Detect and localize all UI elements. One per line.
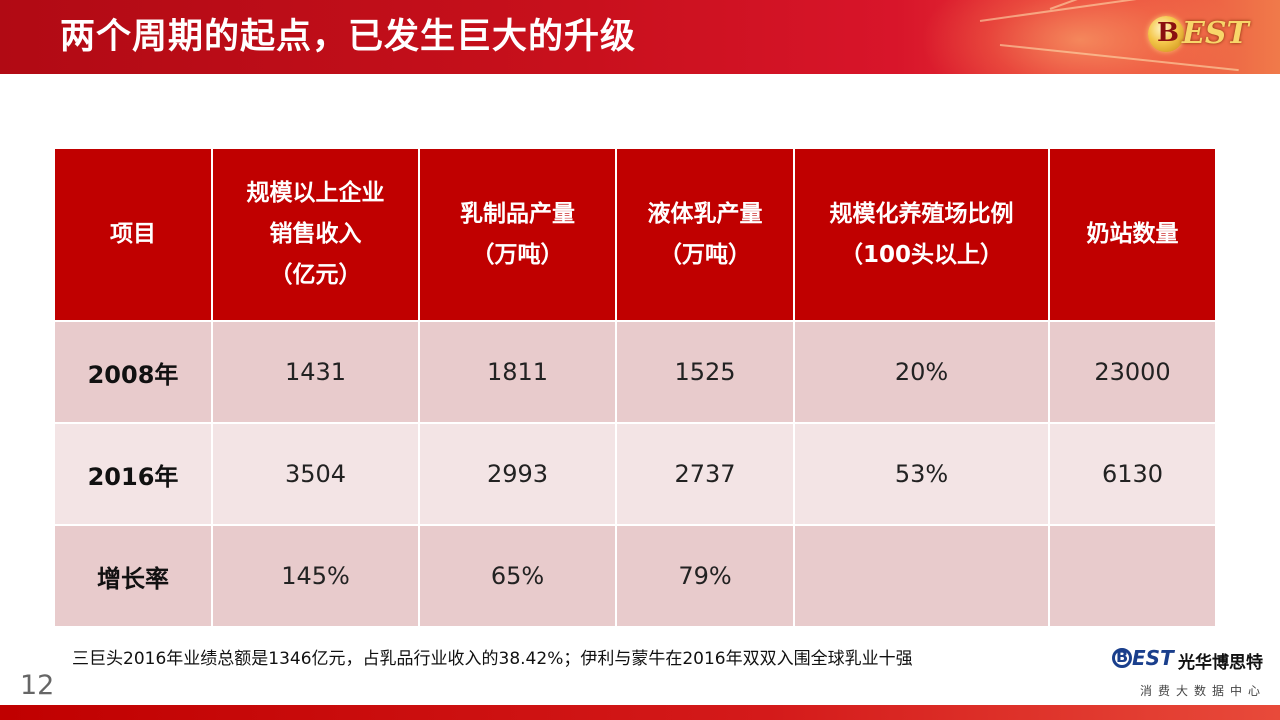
table-header-cell: 规模以上企业 销售收入 （亿元） [211,147,420,322]
table-header-cell: 规模化养殖场比例 （100头以上） [793,147,1050,322]
table-cell: 2737 [615,422,795,526]
header-glow [920,0,1240,74]
table-cell: 1811 [418,320,617,424]
brand-subtitle: 消费大数据中心 [1140,684,1267,698]
row-label: 2008年 [53,320,213,424]
table-cell: 53% [793,422,1050,526]
brand-logo-footer: B EST 光华博思特 消费大数据中心 [1112,646,1272,702]
table-row: 2016年 3504 2993 2737 53% 6130 [53,422,1217,526]
table-header-cell: 液体乳产量 （万吨） [615,147,795,322]
table-cell: 20% [793,320,1050,424]
table-header-cell: 奶站数量 [1048,147,1217,322]
row-label: 增长率 [53,524,213,628]
page-title: 两个周期的起点，已发生巨大的升级 [60,17,637,57]
table-row: 增长率 145% 65% 79% [53,524,1217,628]
table-cell: 1525 [615,320,795,424]
table-cell: 1431 [211,320,420,424]
table-header-cell: 乳制品产量 （万吨） [418,147,617,322]
page-number: 12 [20,670,55,701]
logo-text: EST [1132,646,1174,670]
table-cell: 6130 [1048,422,1217,526]
logo-text: EST [1182,16,1249,51]
table-row: 2008年 1431 1811 1525 20% 23000 [53,320,1217,424]
header-banner: 两个周期的起点，已发生巨大的升级 B EST [0,0,1280,74]
logo-ring-icon [1112,648,1132,668]
row-label: 2016年 [53,422,213,526]
table-cell: 65% [418,524,617,628]
logo-letter: B [1157,18,1179,48]
table-cell: 23000 [1048,320,1217,424]
footer-bar [0,705,1280,720]
table-cell [1048,524,1217,628]
table-header-item: 项目 [53,147,213,322]
table-cell: 2993 [418,422,617,526]
table-cell: 79% [615,524,795,628]
logo-badge-icon [1148,16,1184,52]
table-cell: 145% [211,524,420,628]
table-header-row: 项目 规模以上企业 销售收入 （亿元） 乳制品产量 （万吨） 液体乳产量 （万吨） 规模… [53,147,1217,322]
table-cell [793,524,1050,628]
data-table-container: 项目 规模以上企业 销售收入 （亿元） 乳制品产量 （万吨） 液体乳产量 （万吨） 规模… [53,147,1217,628]
brand-logo: B EST [1148,10,1256,58]
footnote: 三巨头2016年业绩总额是1346亿元，占乳品行业收入的38.42%；伊利与蒙牛… [72,649,913,669]
dairy-data-table: 项目 规模以上企业 销售收入 （亿元） 乳制品产量 （万吨） 液体乳产量 （万吨） 规模… [53,147,1217,628]
logo-letter: B [1116,647,1129,666]
table-cell: 3504 [211,422,420,526]
brand-name: 光华博思特 [1178,653,1263,673]
